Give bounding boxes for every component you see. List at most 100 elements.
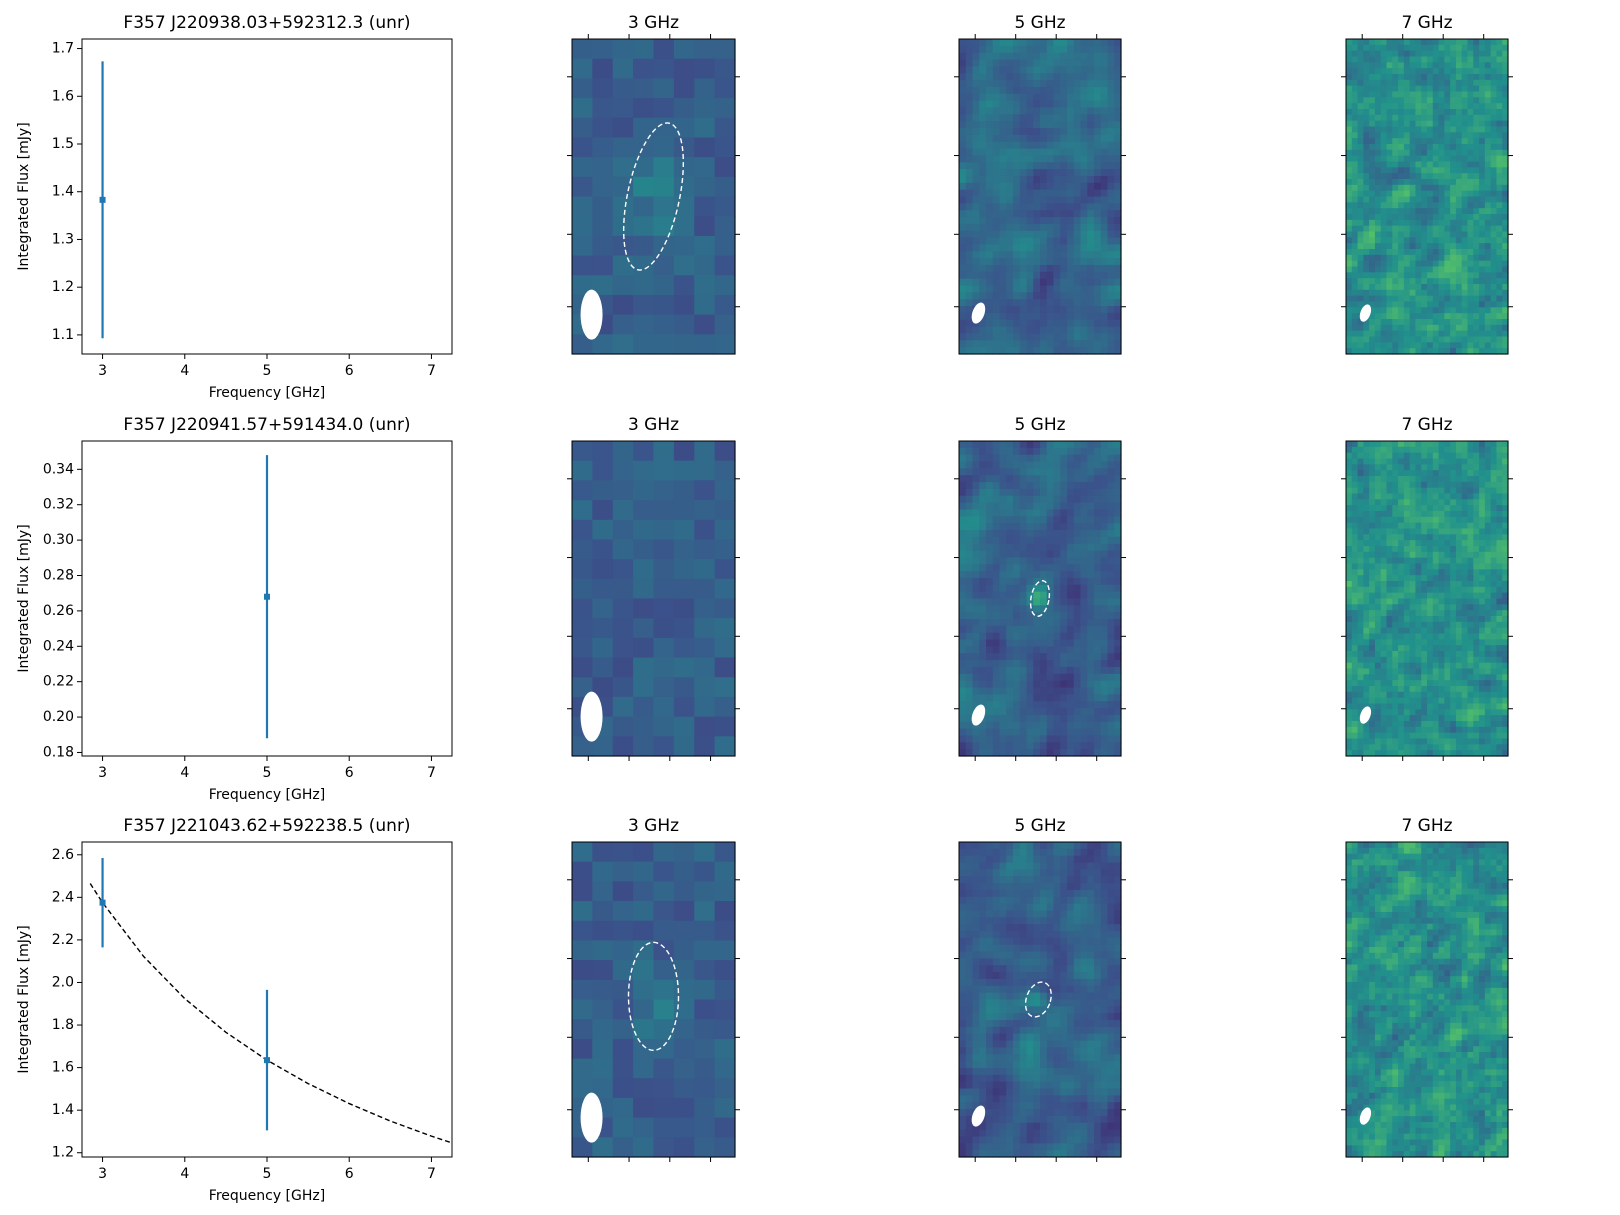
pixel: [1357, 173, 1364, 180]
pixel: [1357, 149, 1364, 157]
pixel: [1392, 167, 1399, 174]
pixel: [1019, 577, 1028, 586]
pixel: [1073, 244, 1082, 252]
pixel: [1479, 342, 1486, 349]
pixel: [965, 210, 974, 218]
pixel: [1490, 563, 1498, 570]
pixel: [1392, 237, 1399, 244]
pixel: [1386, 581, 1393, 588]
pixel: [1455, 167, 1463, 174]
pixel: [1087, 502, 1095, 511]
pixel: [1087, 666, 1095, 675]
pixel: [1479, 307, 1486, 314]
pixel: [1363, 522, 1370, 530]
pixel: [1409, 196, 1417, 203]
pixel: [1427, 144, 1434, 151]
pixel: [1473, 132, 1480, 139]
pixel: [1040, 271, 1048, 280]
pixel: [1060, 509, 1068, 517]
pixel: [1479, 540, 1486, 547]
pixel: [1496, 208, 1503, 215]
pixel: [992, 278, 1001, 287]
pixel: [1080, 80, 1088, 88]
pixel: [1080, 196, 1088, 204]
pixel: [1033, 680, 1041, 689]
pixel: [1479, 586, 1486, 594]
pixel: [992, 121, 1001, 129]
pixel: [1432, 126, 1440, 133]
pixel: [1026, 230, 1034, 239]
pixel: [1363, 604, 1370, 611]
pixel: [972, 625, 980, 634]
pixel: [1467, 91, 1474, 98]
panel-title: 7 GHz: [1401, 13, 1452, 33]
pixel: [1363, 592, 1370, 600]
pixel: [1351, 557, 1359, 565]
pixel: [1094, 598, 1102, 606]
pixel: [1461, 184, 1469, 192]
pixel: [1444, 458, 1451, 465]
pixel: [1019, 347, 1028, 355]
pixel: [1450, 254, 1457, 262]
pixel: [1080, 45, 1088, 54]
pixel: [1019, 557, 1028, 565]
pixel: [1455, 336, 1463, 343]
pixel: [1351, 581, 1359, 588]
pixel: [986, 660, 994, 668]
pixel: [979, 441, 987, 449]
pixel: [1351, 516, 1359, 524]
pixel: [1067, 217, 1075, 225]
pixel: [965, 550, 974, 559]
pixel: [992, 271, 1001, 280]
pixel: [1087, 680, 1095, 689]
pixel: [1484, 161, 1492, 168]
pixel: [1421, 155, 1428, 163]
pixel: [1033, 189, 1041, 198]
pixel: [1033, 708, 1041, 716]
pixel: [1013, 605, 1021, 613]
pixel: [1427, 301, 1434, 308]
pixel: [1415, 342, 1422, 349]
pixel: [1444, 97, 1451, 104]
pixel: [972, 673, 980, 682]
pixel: [1421, 120, 1428, 128]
pixel: [1455, 74, 1463, 81]
pixel: [1351, 534, 1359, 541]
pixel: [1346, 301, 1353, 308]
pixel: [1467, 540, 1474, 547]
pixel: [1409, 74, 1417, 81]
pixel: [1479, 56, 1486, 63]
pixel: [1415, 126, 1422, 133]
pixel: [1114, 210, 1122, 218]
pixel: [1484, 266, 1492, 273]
pixel: [1100, 278, 1109, 287]
pixel: [1046, 86, 1055, 95]
pixel: [979, 625, 987, 634]
pixel: [1398, 295, 1405, 303]
pixel: [959, 612, 967, 620]
pixel: [1357, 68, 1364, 75]
pixel: [1421, 319, 1428, 326]
pixel: [1369, 266, 1376, 273]
pixel: [1006, 299, 1014, 307]
pixel: [1013, 107, 1021, 115]
pixel: [1479, 85, 1486, 93]
pixel: [1040, 196, 1048, 204]
pixel: [965, 326, 974, 335]
pixel: [1087, 701, 1095, 709]
pixel: [1484, 557, 1492, 565]
pixel: [979, 271, 987, 280]
pixel: [986, 639, 994, 648]
pixel: [1450, 219, 1457, 227]
pixel: [999, 148, 1007, 157]
pixel: [1461, 295, 1469, 303]
pixel: [1033, 639, 1041, 648]
pixel: [972, 694, 980, 702]
pixel: [1033, 516, 1041, 524]
pixel: [1398, 249, 1405, 256]
y-tick-label: 1.4: [52, 184, 74, 200]
pixel: [965, 134, 974, 143]
pixel: [959, 100, 967, 109]
pixel: [1490, 581, 1498, 588]
pixel: [1033, 482, 1041, 490]
